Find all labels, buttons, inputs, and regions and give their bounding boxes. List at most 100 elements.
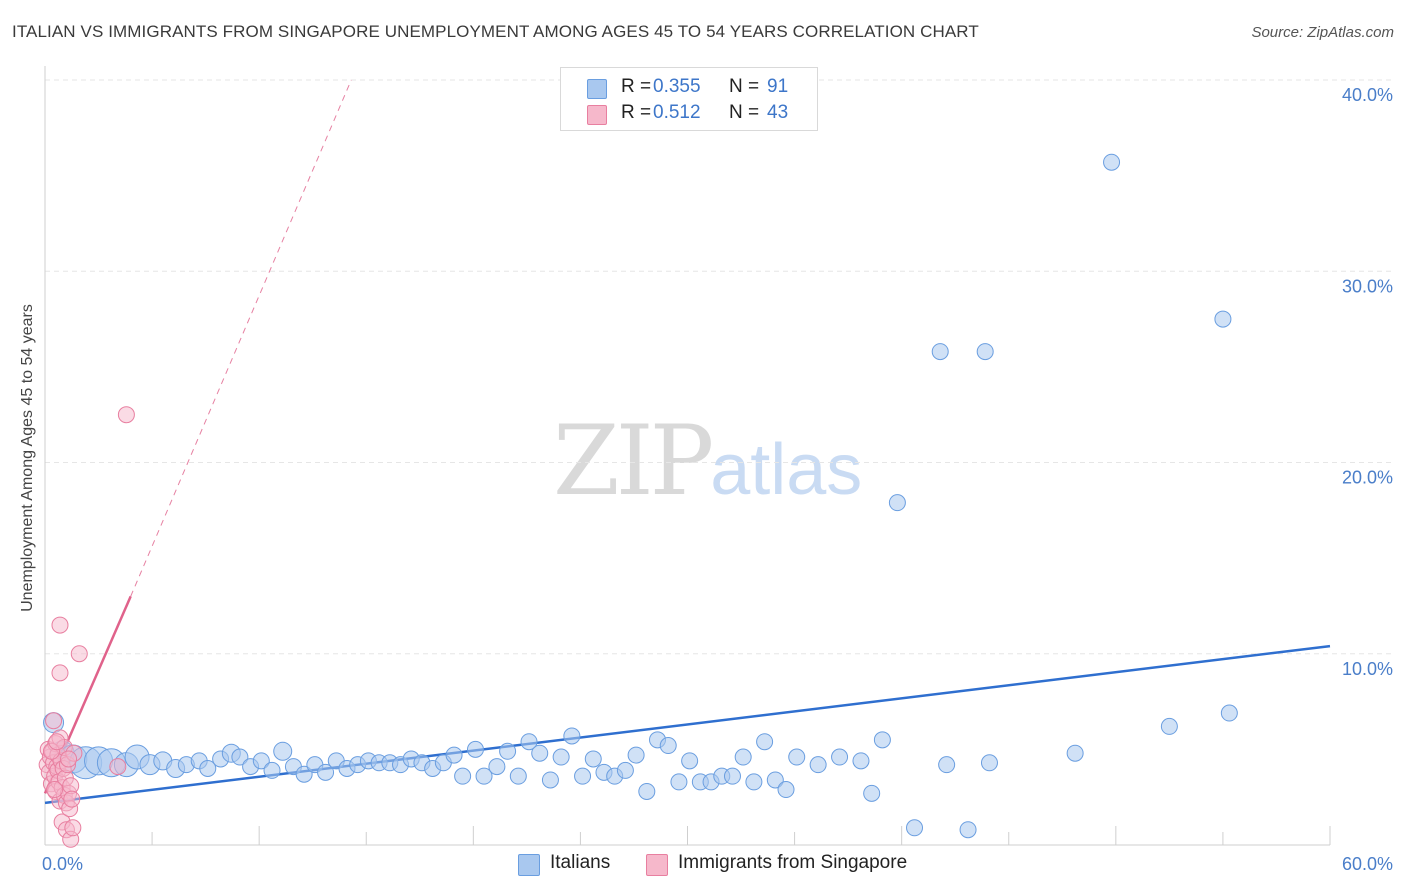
italians-point (1160, 717, 1178, 735)
italians-point (1066, 744, 1084, 762)
singapore-point (63, 790, 81, 808)
legend-label-singapore: Immigrants from Singapore (678, 852, 908, 873)
singapore-point (45, 712, 63, 730)
italians-point (317, 763, 335, 781)
italians-point (541, 771, 559, 789)
italians-point (1214, 310, 1232, 328)
stats-row-italians: R = 0.355 N = 91 (561, 76, 817, 102)
italians-point (1103, 153, 1121, 171)
n-value-singapore: 43 (767, 102, 789, 123)
italians-point (1220, 704, 1238, 722)
singapore-point (117, 406, 135, 424)
source-note: Source: ZipAtlas.com (1251, 24, 1394, 41)
italians-point (616, 761, 634, 779)
n-value-italians: 91 (767, 76, 789, 97)
italians-point (788, 748, 806, 766)
y-tick-label: 20.0% (1342, 468, 1393, 488)
singapore-points (38, 406, 135, 848)
italians-point (959, 821, 977, 839)
italians-point (520, 733, 538, 751)
italians-point (766, 771, 784, 789)
italians-point (809, 756, 827, 774)
italians-point (263, 761, 281, 779)
x-tick-label: 0.0% (42, 854, 83, 874)
singapore-point (109, 758, 127, 776)
tick-labels: 10.0% 20.0% 30.0% 40.0% 0.0% 60.0% (42, 85, 1393, 874)
italians-point (445, 746, 463, 764)
singapore-point (48, 733, 66, 751)
chart-legend: Italians Immigrants from Singapore (0, 852, 1406, 878)
italians-point (531, 744, 549, 762)
r-label: R = (621, 76, 652, 97)
watermark: ZIPatlas (553, 405, 862, 517)
italians-point (777, 781, 795, 799)
singapore-point (70, 645, 88, 663)
n-label: N = (729, 76, 760, 97)
italians-point (627, 746, 645, 764)
singapore-point (51, 616, 69, 634)
stats-legend: R = 0.355 N = 91 R = 0.512 N = 43 (560, 67, 818, 131)
italians-point (574, 767, 592, 785)
italians-points (43, 153, 1238, 839)
y-tick-label: 10.0% (1342, 659, 1393, 679)
italians-point (466, 740, 484, 758)
italians-legend-swatch (518, 854, 540, 876)
watermark-atlas: atlas (710, 430, 863, 510)
y-axis-label: Unemployment Among Ages 45 to 54 years (19, 304, 36, 612)
axes (44, 66, 1331, 846)
italians-point (509, 767, 527, 785)
stats-row-singapore: R = 0.512 N = 43 (561, 102, 817, 128)
italians-point (475, 767, 493, 785)
italians-point (488, 758, 506, 776)
italians-point (552, 748, 570, 766)
x-tick-label: 60.0% (1342, 854, 1393, 874)
singapore-trend-extension (130, 79, 352, 597)
italians-point (454, 767, 472, 785)
r-label: R = (621, 102, 652, 123)
italians-point (831, 748, 849, 766)
r-value-singapore: 0.512 (653, 102, 701, 123)
trend-lines (43, 79, 1331, 805)
singapore-swatch (587, 105, 607, 125)
italians-trend-line (44, 644, 1331, 805)
italians-point (863, 784, 881, 802)
italians-point (199, 760, 217, 777)
italians-point (745, 773, 763, 791)
italians-point (563, 727, 581, 745)
italians-point (638, 782, 656, 800)
legend-label-italians: Italians (550, 852, 611, 873)
watermark-zip: ZIP (553, 405, 714, 517)
chart-title: ITALIAN VS IMMIGRANTS FROM SINGAPORE UNE… (12, 22, 979, 41)
singapore-point (64, 819, 82, 837)
italians-point (888, 494, 906, 512)
italians-point (906, 819, 924, 837)
italians-point (756, 733, 774, 751)
italians-point (670, 773, 688, 791)
italians-point (976, 343, 994, 361)
singapore-point (60, 750, 78, 768)
italians-point (980, 754, 998, 772)
italians-point (584, 750, 602, 768)
italians-point (734, 748, 752, 766)
italians-point (938, 756, 956, 774)
r-value-italians: 0.355 (653, 76, 701, 97)
italians-point (499, 742, 517, 760)
y-tick-label: 30.0% (1342, 276, 1393, 296)
italians-point (723, 767, 741, 785)
singapore-point (46, 781, 64, 799)
italians-point (231, 748, 249, 766)
italians-point (295, 765, 313, 783)
italians-point (873, 731, 891, 749)
italians-point (659, 737, 677, 755)
italians-point (931, 343, 949, 361)
singapore-point (51, 664, 69, 682)
singapore-legend-swatch (646, 854, 668, 876)
italians-point (273, 741, 293, 761)
italians-point (681, 752, 699, 770)
italians-point (252, 752, 270, 770)
gridlines (45, 79, 1392, 655)
y-tick-label: 40.0% (1342, 85, 1393, 105)
n-label: N = (729, 102, 760, 123)
italians-swatch (587, 79, 607, 99)
